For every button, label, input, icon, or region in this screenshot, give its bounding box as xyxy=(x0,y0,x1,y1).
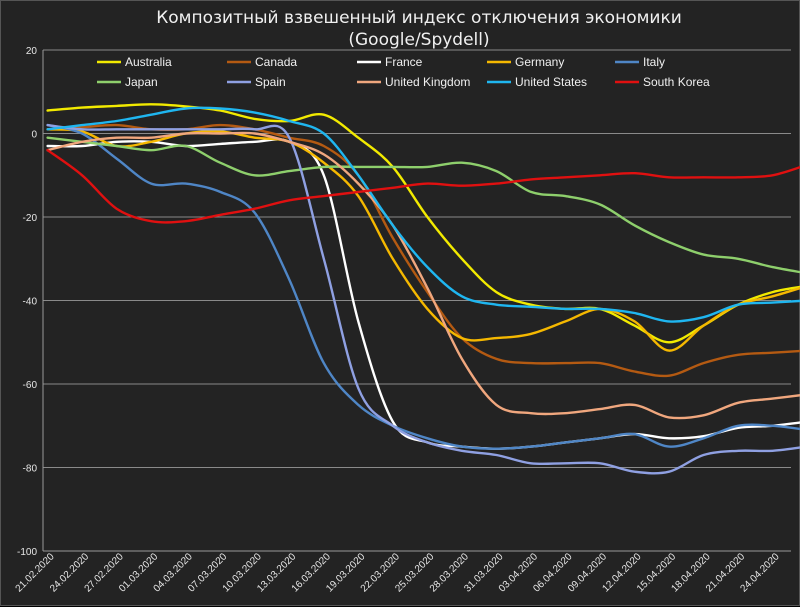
legend-label-canada: Canada xyxy=(255,55,297,69)
y-tick-label: -40 xyxy=(23,297,38,308)
series-line-united-states xyxy=(46,106,800,323)
y-tick-label: -100 xyxy=(17,547,37,558)
legend-label-spain: Spain xyxy=(255,75,286,89)
legend-label-united-kingdom: United Kingdom xyxy=(385,75,470,89)
series-line-united-kingdom xyxy=(46,131,800,420)
legend-label-south-korea: South Korea xyxy=(643,75,710,89)
chart-subtitle: (Google/Spydell) xyxy=(348,30,489,50)
legend-label-germany: Germany xyxy=(515,55,564,69)
series-line-australia xyxy=(46,103,800,344)
legend-label-united-states: United States xyxy=(515,75,587,89)
legend-label-australia: Australia xyxy=(125,55,172,69)
y-tick-label: 20 xyxy=(26,46,38,57)
chart-title: Композитный взвешенный индекс отключения… xyxy=(156,8,682,28)
series-line-italy xyxy=(46,123,800,450)
legend-label-france: France xyxy=(385,55,423,69)
y-tick-label: -20 xyxy=(23,213,38,224)
series-line-south-korea xyxy=(46,149,800,224)
legend-label-italy: Italy xyxy=(643,55,665,69)
y-tick-label: -80 xyxy=(23,464,38,475)
series-line-japan xyxy=(46,136,800,274)
y-tick-label: 0 xyxy=(31,130,37,141)
y-tick-label: -60 xyxy=(23,380,38,391)
series-line-germany xyxy=(46,128,800,352)
legend-label-japan: Japan xyxy=(125,75,158,89)
series-line-spain xyxy=(46,123,800,475)
